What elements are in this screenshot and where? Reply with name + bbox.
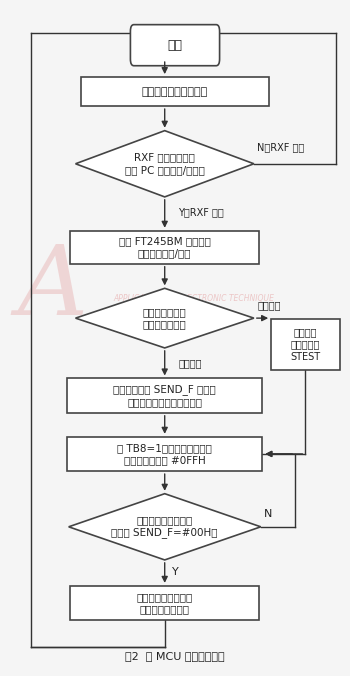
Text: 自检命令: 自检命令	[257, 300, 281, 310]
Polygon shape	[76, 288, 254, 348]
Bar	[80, 77, 270, 106]
Bar	[67, 379, 262, 413]
Text: 中断中的板号发送完
了吗？ SEND_F=#00H？: 中断中的板号发送完 了吗？ SEND_F=#00H？	[111, 515, 218, 539]
Text: 判别是自检命令
还是扫描板号？: 判别是自检命令 还是扫描板号？	[143, 307, 187, 329]
Text: 根据扫描板号値调用
相应的扫描子程序: 根据扫描板号値调用 相应的扫描子程序	[136, 592, 193, 614]
Text: 读取 FT245BM 芯片接收
缓冲区的命令/数据: 读取 FT245BM 芯片接收 缓冲区的命令/数据	[119, 236, 211, 258]
Text: Y: Y	[172, 567, 178, 577]
Text: 调用系统
自检子程序
STEST: 调用系统 自检子程序 STEST	[290, 327, 320, 362]
Bar	[70, 231, 259, 264]
Text: Y（RXF 低）: Y（RXF 低）	[178, 207, 224, 217]
Text: N（RXF 高）: N（RXF 高）	[257, 142, 304, 152]
Text: RXF 端是否接收到
来自 PC 机的命令/数据？: RXF 端是否接收到 来自 PC 机的命令/数据？	[125, 153, 205, 175]
Text: 初始化，设置相关参数: 初始化，设置相关参数	[142, 87, 208, 97]
Bar	[271, 320, 340, 370]
Bar	[70, 586, 259, 620]
Polygon shape	[76, 130, 254, 197]
Text: 置 TB8=1，向四个从机发送
广播地址帧信息 #0FFH: 置 TB8=1，向四个从机发送 广播地址帧信息 #0FFH	[117, 443, 212, 465]
Text: www.chinaet.com: www.chinaet.com	[113, 305, 181, 314]
Text: 扫描板号置入 SEND_F 单元，
准备在中断中发给四个从机: 扫描板号置入 SEND_F 单元， 准备在中断中发给四个从机	[113, 384, 216, 407]
Text: A: A	[17, 241, 88, 335]
Polygon shape	[69, 493, 261, 560]
Text: 扫描板号: 扫描板号	[178, 358, 202, 368]
Text: 图2  主 MCU 主程序流程图: 图2 主 MCU 主程序流程图	[125, 651, 225, 661]
Text: 开始: 开始	[168, 39, 182, 51]
Text: APPLICATION OF ELECTRONIC TECHNIQUE: APPLICATION OF ELECTRONIC TECHNIQUE	[113, 294, 274, 303]
FancyBboxPatch shape	[131, 24, 219, 66]
Bar	[67, 437, 262, 471]
Text: N: N	[264, 508, 273, 518]
